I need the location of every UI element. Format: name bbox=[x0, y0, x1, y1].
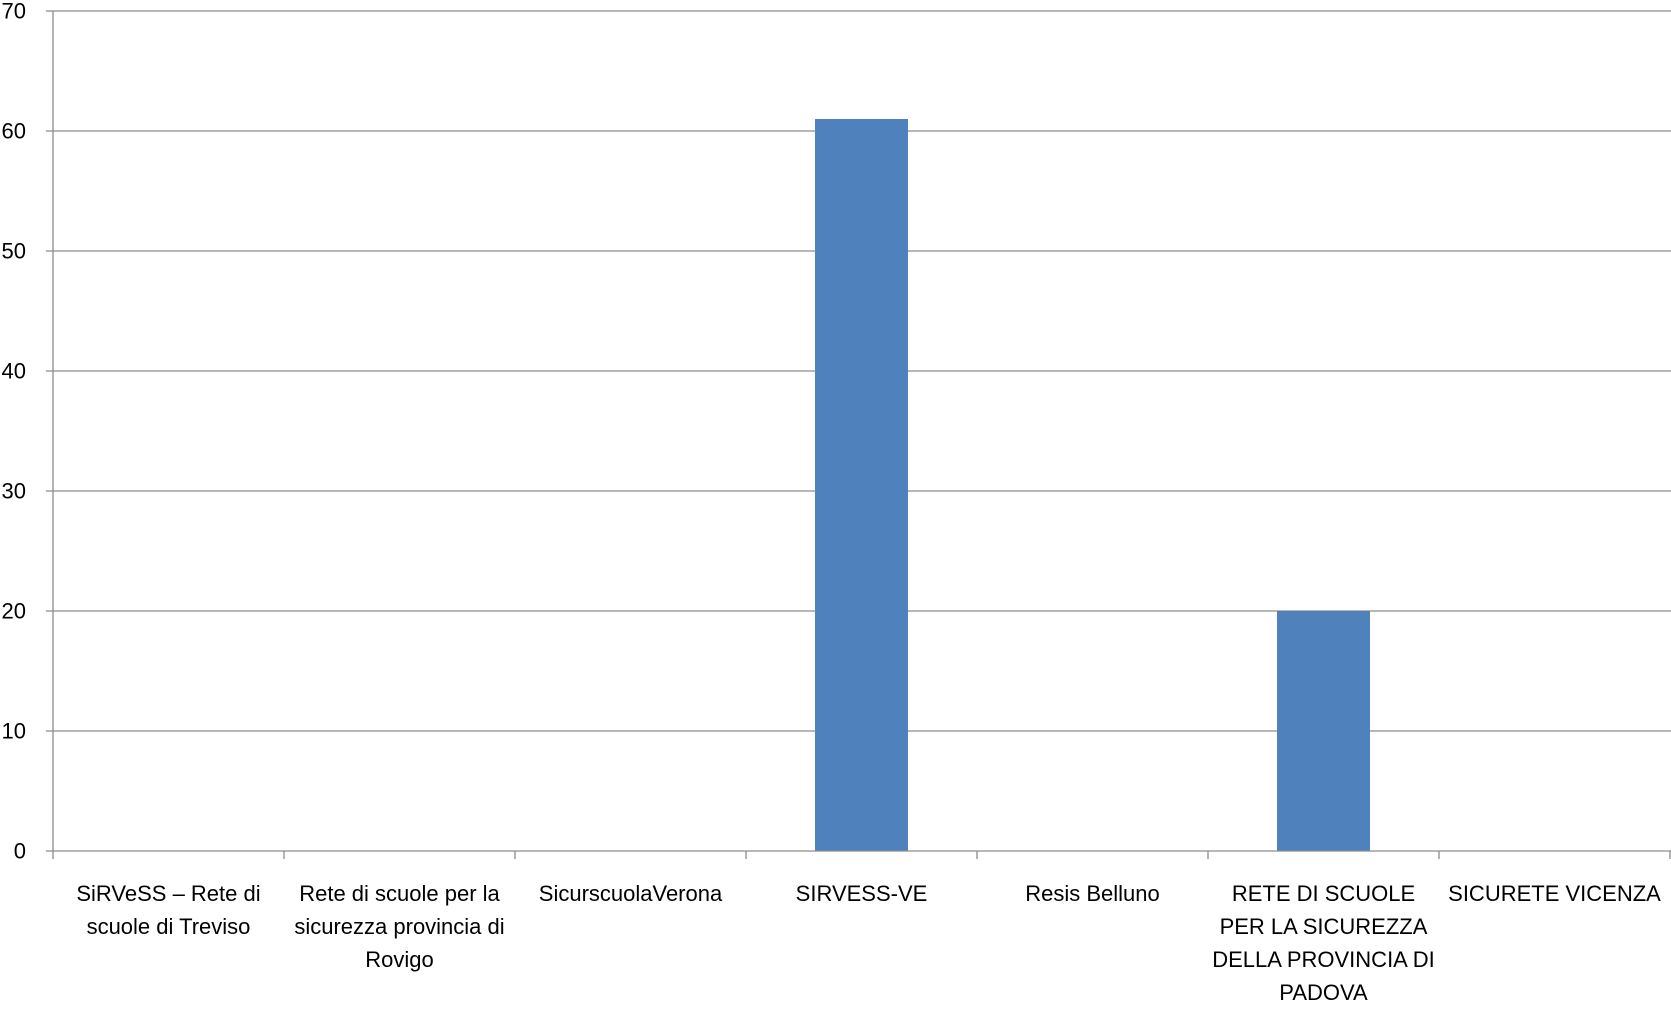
y-tick-label: 70 bbox=[2, 0, 26, 24]
y-tick-label: 50 bbox=[2, 239, 26, 264]
axes bbox=[46, 10, 1671, 859]
y-tick-label: 10 bbox=[2, 719, 26, 744]
x-category-label: Resis Belluno bbox=[1025, 881, 1160, 906]
bar bbox=[815, 119, 908, 851]
x-category-label: SicurscuolaVerona bbox=[538, 881, 723, 906]
x-category-label: SiRVeSS – Rete di scuole di Treviso bbox=[76, 881, 261, 939]
x-category-label: RETE DI SCUOLE PER LA SICUREZZA DELLA PR… bbox=[1212, 881, 1435, 1005]
y-tick-labels: 0 10 20 30 40 50 60 70 bbox=[2, 0, 26, 864]
y-tick-label: 0 bbox=[14, 839, 26, 864]
x-category-label: SICURETE VICENZA bbox=[1448, 881, 1661, 906]
y-tick-label: 20 bbox=[2, 599, 26, 624]
bar bbox=[1277, 611, 1370, 851]
x-category-label: SIRVESS-VE bbox=[795, 881, 928, 906]
bars bbox=[815, 119, 1370, 851]
y-tick-label: 40 bbox=[2, 359, 26, 384]
y-tick-label: 30 bbox=[2, 479, 26, 504]
y-tick-label: 60 bbox=[2, 119, 26, 144]
x-category-label: Rete di scuole per la sicurezza provinci… bbox=[294, 881, 505, 972]
